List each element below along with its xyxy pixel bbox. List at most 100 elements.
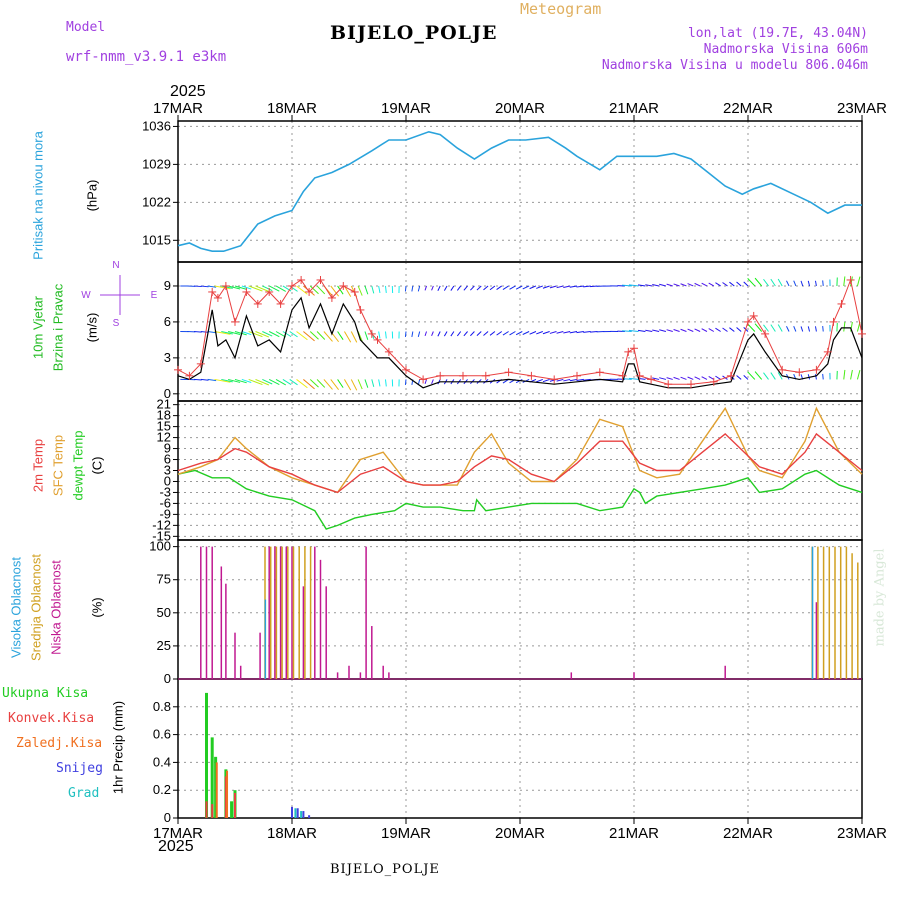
wind-arrow [822,325,824,332]
wind-arrow [645,329,653,332]
y-tick-label: 1029 [142,156,171,171]
wind-arrow [323,379,333,390]
wind-arrow [255,378,270,386]
wind-arrow [807,326,811,332]
wind-arrow [563,378,571,382]
wind-arrow [549,331,557,334]
wind-arrow [576,285,584,288]
wind-arrow [241,331,252,336]
wind-arrow [687,283,694,287]
wind-arrow [404,285,407,292]
wind-arrow [522,285,530,290]
model-name: wrf-nmm_v3.9.1 e3km [66,49,227,65]
y-tick-label: 1036 [142,118,171,133]
wind-arrow [542,285,550,289]
wind-arrow [350,379,358,391]
meteogram-label: Meteogram [520,0,602,18]
compass-east: E [151,290,158,301]
wind-arrow [234,378,247,384]
wind-arrow [248,378,263,386]
wind-arrow [268,378,280,386]
wind-arrow [384,285,387,294]
wind-arrow [200,331,209,333]
wind-arrow [701,376,708,380]
precip-bar [210,737,214,818]
y-tick-label: 0.2 [153,782,171,797]
lonlat-text: lon,lat (19.7E, 43.04N) [687,26,868,41]
y-tick-label: 0 [164,671,171,686]
wind-arrow [722,327,728,332]
wind-arrow [583,331,591,333]
wind-arrow [843,321,846,332]
wind-arrow [344,285,352,297]
wind-arrow [417,285,421,292]
y-tick-label: 0 [164,810,171,825]
wind-arrow [443,285,448,291]
2m-temp-line [177,432,863,494]
wind-arrow [309,285,319,295]
wind-arrow [536,285,543,289]
wind-arrow [843,276,846,287]
wind-arrow [680,328,687,332]
wind-arrow [364,331,369,340]
wind-arrow [489,285,496,291]
precip-legend-conv: Konvek.Kisa [8,711,95,726]
wind-arrow [622,330,632,332]
wind-arrow [843,369,846,380]
wind-arrow [793,326,797,332]
wind-arrow [228,331,241,335]
wind-arrow [289,379,298,386]
wind-arrow [200,285,209,288]
wind-arrow [770,372,776,380]
wind-arrow [576,378,584,382]
x-tick-label-bottom: 22MAR [723,825,773,842]
wind-arrow [502,331,509,336]
wind-arrow [207,378,217,382]
wind-arrow [337,331,344,340]
wind-arrow [680,283,687,287]
wind-arrow [262,331,273,337]
wind-arrow [645,284,653,287]
wind-arrow [378,331,381,339]
wind-arrow [193,378,202,381]
wind-arrow [424,379,427,384]
y-tick-label: -3 [159,484,171,499]
wind-arrow [431,379,434,384]
precip-bar [294,808,297,818]
wind-arrow [536,378,543,383]
wind-arrow [378,285,381,294]
wind-arrow [754,277,763,287]
wind-arrow [228,285,241,290]
wind-arrow [800,280,804,287]
wind-arrow [638,284,646,287]
wind-arrow [437,285,441,291]
wind-arrow [282,379,292,385]
wind-arrow [296,285,308,295]
wind-arrow [411,331,414,338]
precip-legend-snow: Snijeg [56,761,103,776]
wind-arrow [248,331,263,338]
wind-arrow [754,323,763,332]
wind-arrow [404,331,407,338]
precip-bar [211,804,214,818]
wind-arrow [556,285,564,289]
wind-arrow [275,331,286,338]
wind-arrow [736,327,742,332]
wind-arrow [628,377,639,380]
wind-arrow [576,331,584,334]
y-tick-label: 100 [149,539,171,554]
wind-arrow [729,281,735,287]
y-tick-label: -12 [152,517,171,532]
wind-arrow [303,379,315,390]
wind-arrow [701,328,708,332]
wind-arrow [364,285,369,295]
wind-arrow [515,331,523,336]
wind-arrow [708,328,715,332]
wind-arrow [303,331,315,342]
wind-arrow [856,276,861,287]
wind-arrow [344,379,352,391]
wind-arrow [807,280,811,287]
wind-arrow [450,285,455,291]
wind-arrow [404,379,407,385]
